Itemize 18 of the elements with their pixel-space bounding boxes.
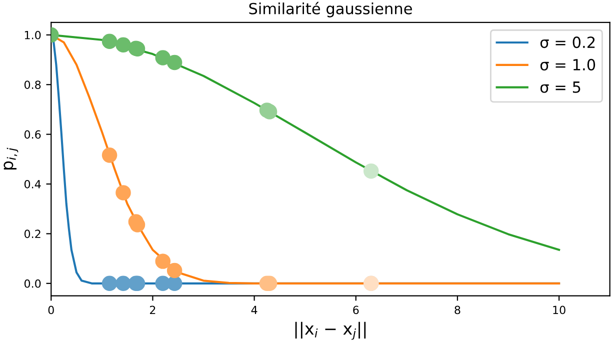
x-tick-label: 0 xyxy=(48,306,54,314)
y-axis-title: p$_{i,j}$ xyxy=(4,148,18,170)
chart-title: Similarité gaussienne xyxy=(249,2,412,18)
legend-label: σ = 5 xyxy=(540,82,580,93)
x-tick-label: 2 xyxy=(150,306,156,314)
legend-label: σ = 1.0 xyxy=(540,58,596,70)
x-tick-label: 4 xyxy=(251,306,258,314)
y-tick-label: 1.0 xyxy=(24,30,41,40)
x-axis-title: ||x$_{i}$ − x$_{j}$|| xyxy=(295,322,366,340)
x-tick-label: 10 xyxy=(553,306,566,314)
x-tick-label: 6 xyxy=(353,306,359,314)
y-tick-label: 0.0 xyxy=(24,279,41,288)
y-tick-label: 0.2 xyxy=(24,230,40,238)
legend-label: σ = 0.2 xyxy=(540,36,595,48)
y-tick-label: 0.6 xyxy=(24,130,41,139)
x-tick-label: 8 xyxy=(454,306,460,314)
y-tick-label: 0.8 xyxy=(24,80,41,89)
y-tick-label: 0.4 xyxy=(24,180,41,188)
